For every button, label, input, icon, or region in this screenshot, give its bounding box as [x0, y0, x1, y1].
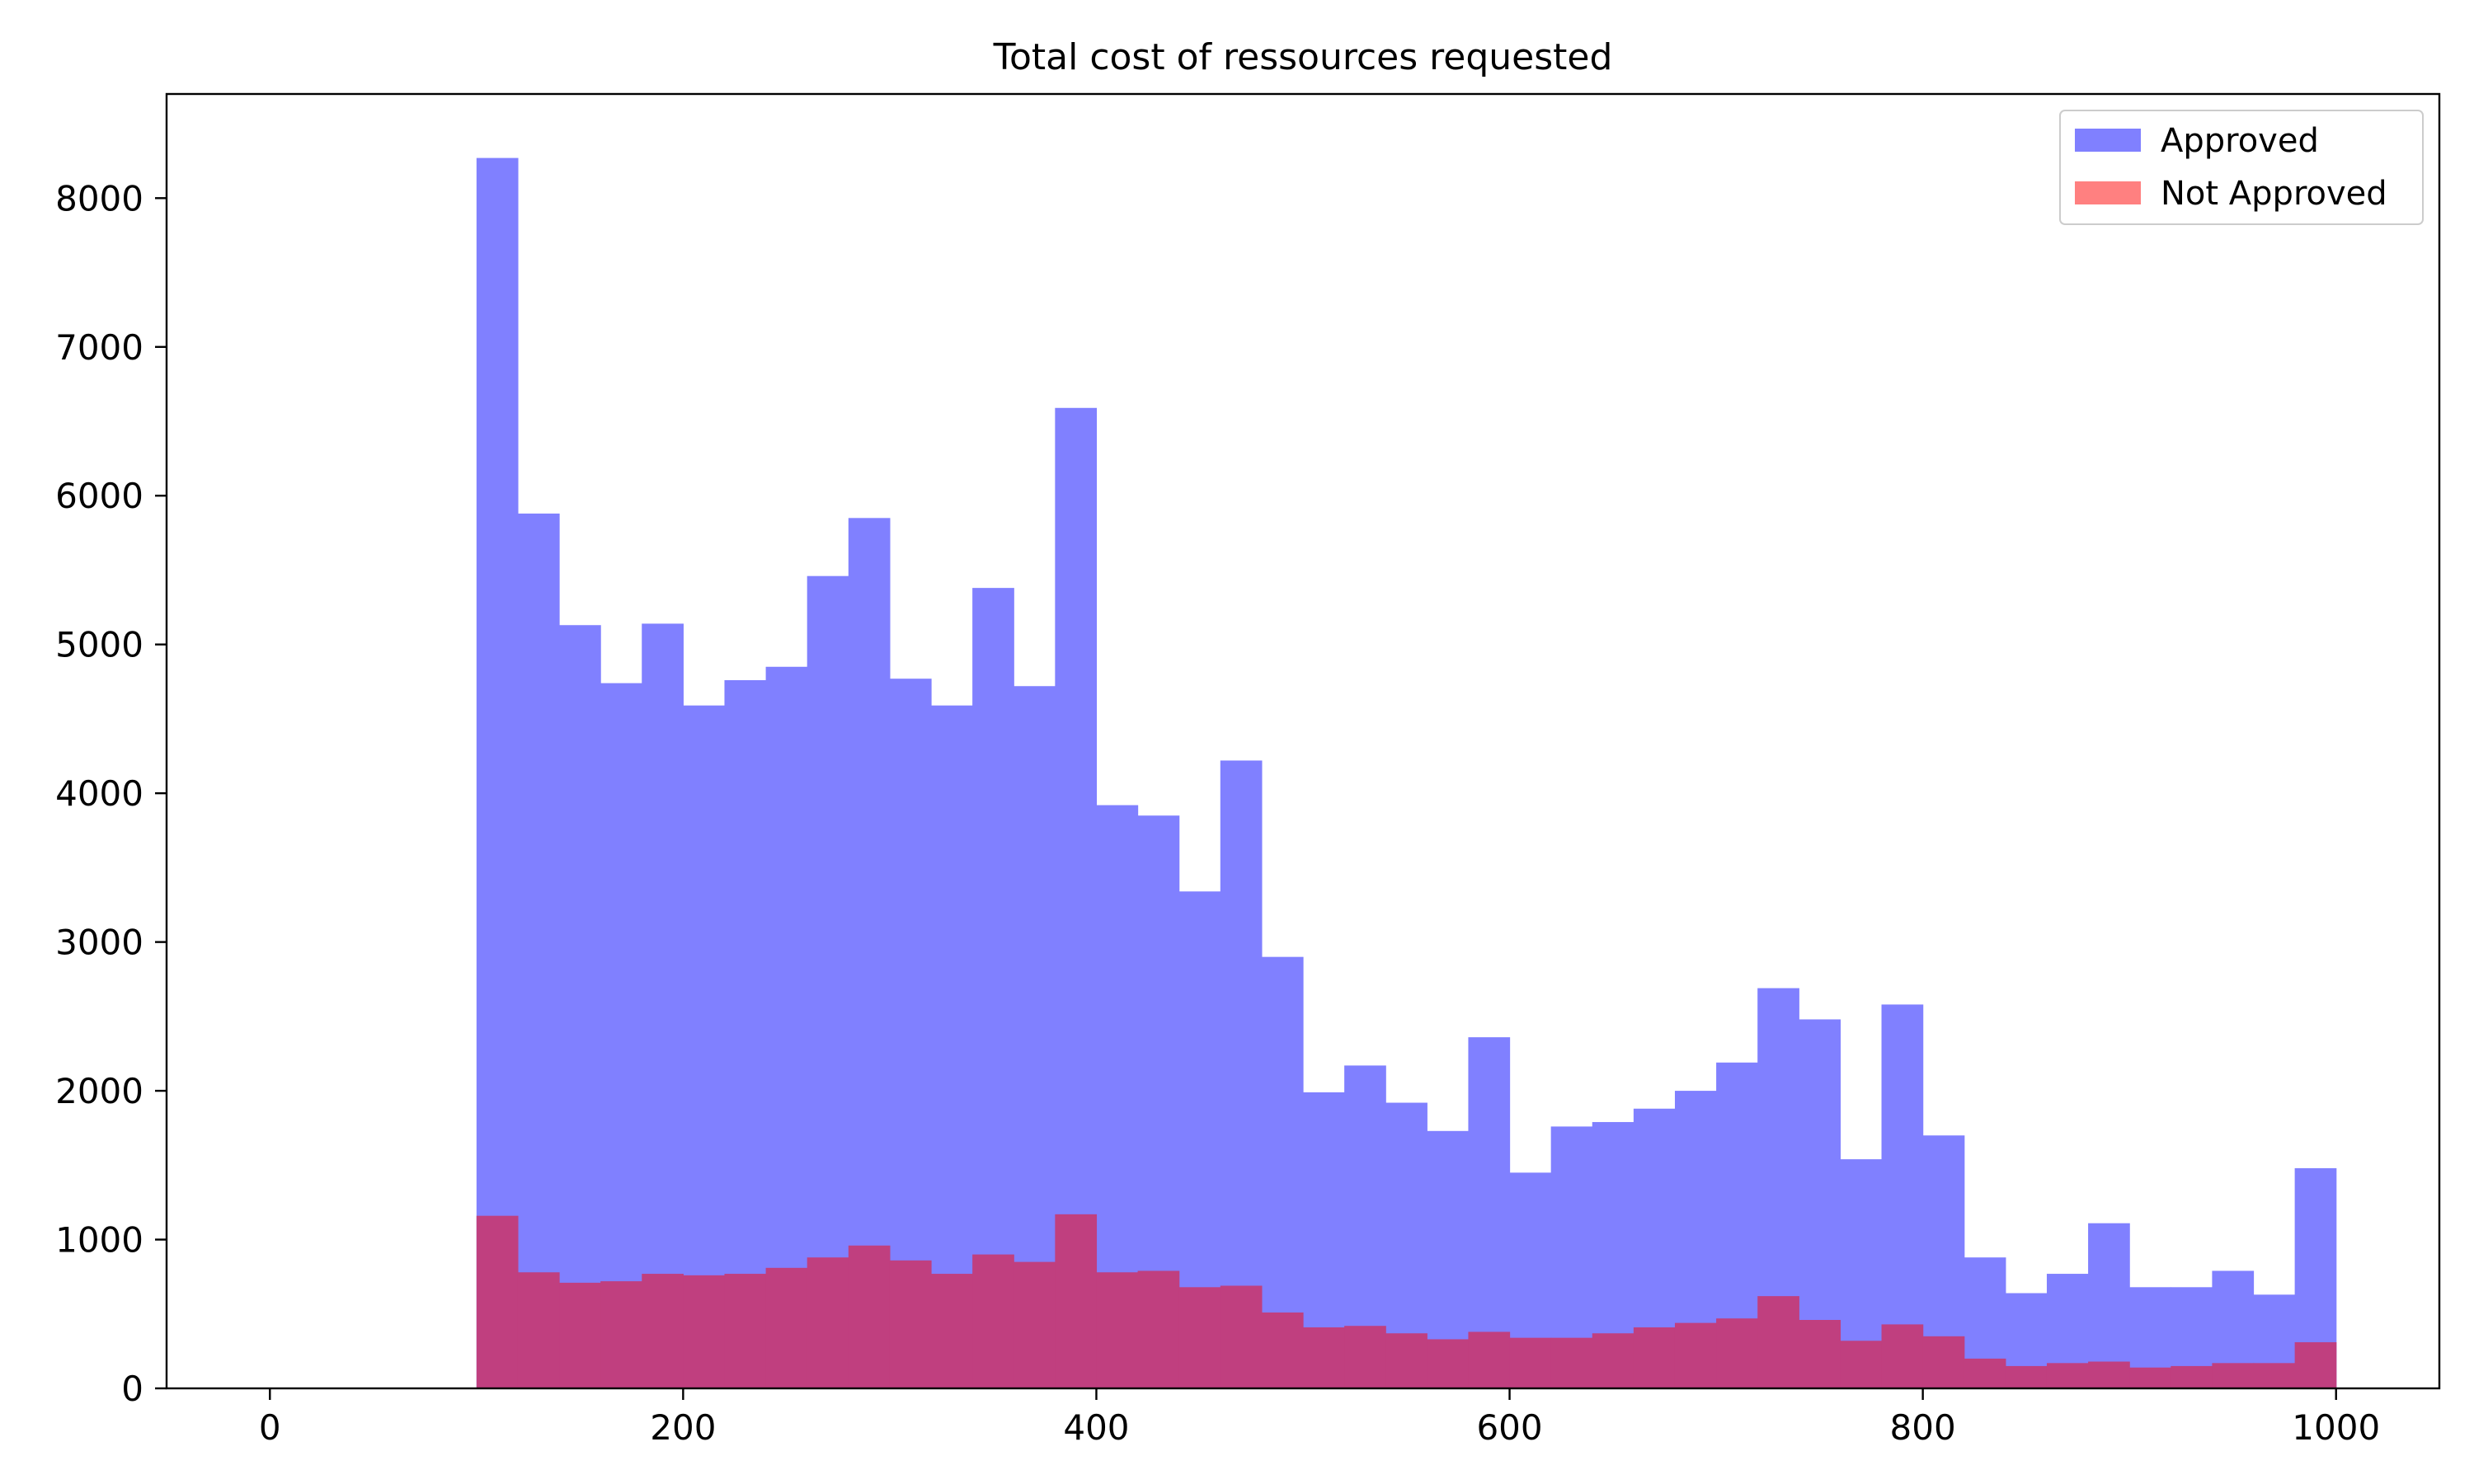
bar-not-approved	[642, 1274, 684, 1388]
bar-not-approved	[1550, 1337, 1593, 1388]
y-tick-label: 8000	[55, 178, 143, 218]
bar-approved	[559, 625, 601, 1388]
y-tick-label: 6000	[55, 476, 143, 516]
bar-not-approved	[2212, 1363, 2255, 1388]
x-tick-label: 0	[259, 1407, 281, 1448]
bar-not-approved	[765, 1267, 808, 1388]
series-overlap-bars	[476, 1214, 2337, 1388]
bar-not-approved	[1716, 1318, 1758, 1388]
bar-approved	[683, 705, 726, 1388]
bar-not-approved	[2294, 1342, 2337, 1388]
bar-not-approved	[1261, 1312, 1304, 1388]
axes	[165, 92, 2441, 1390]
bar-approved	[517, 513, 560, 1389]
bar-not-approved	[1427, 1339, 1470, 1388]
bar-approved	[476, 157, 519, 1389]
y-tick-label: 3000	[55, 923, 143, 963]
legend: Approved Not Approved	[2059, 110, 2424, 225]
bar-approved	[848, 518, 891, 1389]
legend-swatch-not-approved	[2075, 181, 2141, 204]
y-tick-label: 2000	[55, 1071, 143, 1111]
x-tick-label: 800	[1890, 1407, 1956, 1448]
bar-not-approved	[683, 1275, 726, 1388]
bar-not-approved	[1385, 1333, 1427, 1388]
bar-approved	[600, 683, 642, 1388]
bar-approved	[1468, 1037, 1511, 1388]
legend-box	[2059, 110, 2424, 225]
y-axis-ticks: 0 1000 2000 3000 4000 5000 6000 7000 8000	[55, 178, 167, 1409]
bar-not-approved	[848, 1245, 891, 1388]
y-tick-label: 5000	[55, 625, 143, 665]
bar-not-approved	[972, 1254, 1014, 1388]
x-tick-label: 200	[650, 1407, 716, 1448]
bar-not-approved	[1757, 1296, 1799, 1388]
bar-not-approved	[2088, 1361, 2130, 1388]
bar-not-approved	[1303, 1327, 1345, 1388]
bar-not-approved	[1840, 1341, 1883, 1388]
chart-title: Total cost of ressources requested	[993, 36, 1613, 78]
bar-not-approved	[1964, 1358, 2006, 1388]
bar-not-approved	[931, 1274, 973, 1388]
bar-not-approved	[1592, 1333, 1634, 1388]
bar-not-approved	[1137, 1270, 1180, 1388]
bar-not-approved	[2129, 1367, 2171, 1388]
y-tick-label: 1000	[55, 1220, 143, 1261]
bar-not-approved	[1014, 1261, 1056, 1388]
bar-not-approved	[1468, 1331, 1511, 1388]
legend-label-approved: Approved	[2161, 122, 2319, 160]
series-approved-bars	[476, 157, 2337, 1389]
bar-approved	[1220, 760, 1263, 1388]
bar-not-approved	[476, 1215, 519, 1388]
bar-approved	[724, 680, 767, 1388]
x-tick-label: 400	[1063, 1407, 1129, 1448]
x-axis-ticks: 0 200 400 600 800 1000	[259, 1388, 2380, 1448]
bar-not-approved	[1178, 1287, 1221, 1388]
y-tick-label: 7000	[55, 327, 143, 368]
bar-not-approved	[1509, 1337, 1552, 1388]
bar-not-approved	[1881, 1324, 1924, 1388]
bar-not-approved	[889, 1260, 932, 1388]
bar-not-approved	[1220, 1285, 1263, 1388]
bar-not-approved	[2253, 1363, 2296, 1388]
bar-approved	[807, 575, 849, 1388]
plot-frame	[165, 92, 2441, 1390]
bar-not-approved	[2005, 1365, 2048, 1388]
bar-not-approved	[1096, 1272, 1139, 1388]
x-tick-label: 600	[1476, 1407, 1542, 1448]
bar-approved	[642, 623, 684, 1388]
bar-not-approved	[1055, 1214, 1098, 1388]
legend-swatch-approved	[2075, 129, 2141, 152]
bar-not-approved	[1799, 1319, 1841, 1388]
bar-not-approved	[807, 1257, 849, 1388]
bar-not-approved	[2171, 1365, 2213, 1388]
y-tick-label: 4000	[55, 773, 143, 814]
bar-not-approved	[724, 1274, 767, 1388]
bar-not-approved	[1674, 1322, 1717, 1388]
y-tick-label: 0	[121, 1369, 143, 1409]
bar-not-approved	[559, 1282, 601, 1388]
bar-not-approved	[517, 1272, 560, 1388]
bar-not-approved	[1633, 1327, 1676, 1388]
bar-not-approved	[2046, 1363, 2089, 1388]
bar-approved	[2088, 1223, 2130, 1388]
x-tick-label: 1000	[2292, 1407, 2380, 1448]
bar-not-approved	[1344, 1326, 1386, 1388]
bar-not-approved	[1922, 1336, 1965, 1388]
bar-not-approved	[600, 1281, 642, 1388]
legend-label-not-approved: Not Approved	[2161, 175, 2387, 213]
